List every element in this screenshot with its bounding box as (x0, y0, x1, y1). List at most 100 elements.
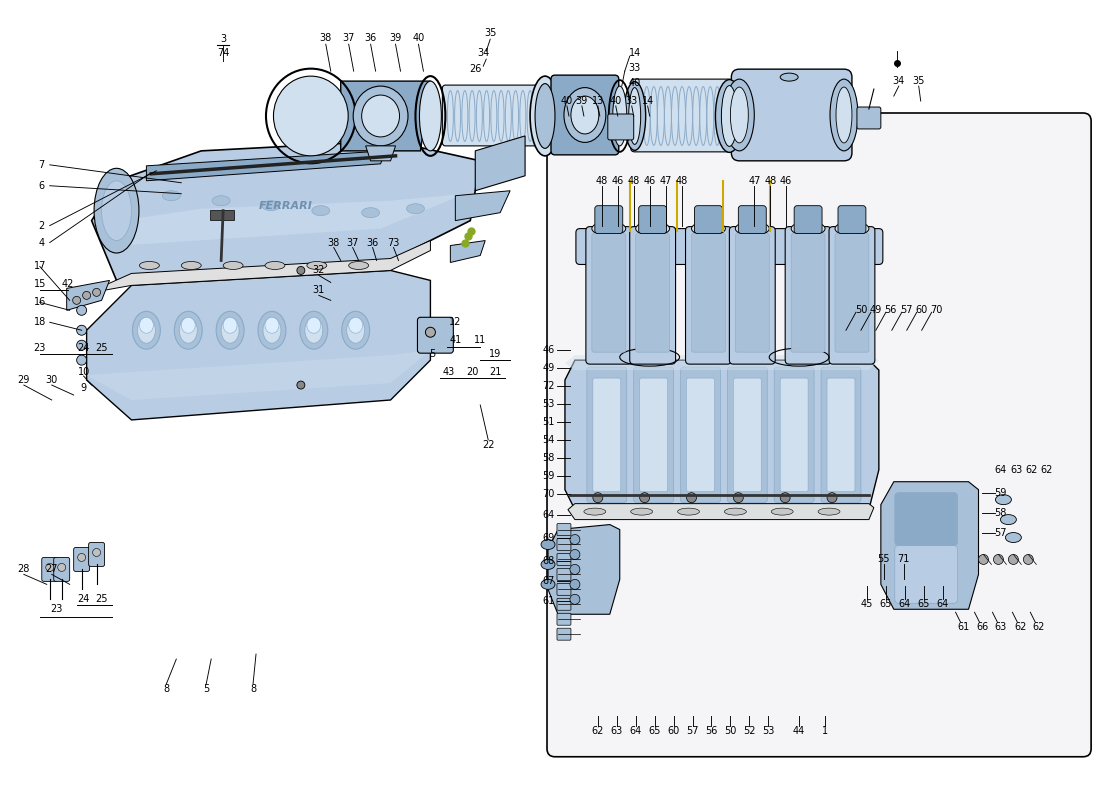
Text: 48: 48 (675, 176, 688, 186)
FancyBboxPatch shape (557, 598, 571, 610)
Ellipse shape (349, 262, 368, 270)
Ellipse shape (771, 508, 793, 515)
FancyBboxPatch shape (686, 378, 714, 492)
Text: 14: 14 (628, 48, 641, 58)
Circle shape (77, 306, 87, 315)
Text: 64: 64 (994, 465, 1006, 474)
Text: 23: 23 (51, 604, 63, 614)
Ellipse shape (353, 86, 408, 146)
Text: 40: 40 (412, 34, 425, 43)
Text: 42: 42 (62, 279, 74, 290)
FancyBboxPatch shape (694, 206, 723, 234)
Text: 61: 61 (542, 596, 556, 606)
FancyBboxPatch shape (894, 493, 958, 546)
Ellipse shape (217, 311, 244, 349)
Text: 14: 14 (641, 96, 653, 106)
Ellipse shape (349, 318, 363, 334)
FancyBboxPatch shape (732, 69, 851, 161)
Ellipse shape (362, 208, 380, 218)
Text: 65: 65 (880, 599, 892, 610)
FancyBboxPatch shape (821, 367, 861, 502)
Ellipse shape (174, 311, 202, 349)
Circle shape (297, 266, 305, 274)
Ellipse shape (541, 559, 556, 570)
Circle shape (827, 493, 837, 502)
Text: 39: 39 (575, 96, 589, 106)
Text: GS: GS (739, 126, 1038, 314)
Text: 62: 62 (1041, 465, 1053, 474)
Text: 23: 23 (34, 343, 46, 353)
Text: 63: 63 (610, 726, 623, 736)
FancyBboxPatch shape (727, 367, 767, 502)
Ellipse shape (223, 262, 243, 270)
Text: 9: 9 (80, 383, 87, 393)
Text: 53: 53 (762, 726, 774, 736)
FancyBboxPatch shape (54, 558, 69, 582)
FancyBboxPatch shape (42, 558, 57, 582)
Circle shape (78, 554, 86, 562)
Text: 57: 57 (686, 726, 698, 736)
Text: 16: 16 (34, 298, 46, 307)
FancyBboxPatch shape (593, 378, 620, 492)
FancyBboxPatch shape (551, 75, 619, 155)
Circle shape (77, 340, 87, 350)
Circle shape (1023, 554, 1033, 565)
Text: 18: 18 (34, 318, 46, 327)
Polygon shape (87, 350, 430, 400)
Text: 53: 53 (542, 399, 556, 409)
Ellipse shape (223, 318, 238, 334)
Text: 40: 40 (561, 96, 573, 106)
Ellipse shape (592, 222, 626, 235)
Text: 46: 46 (644, 176, 656, 186)
Text: 49: 49 (870, 306, 882, 315)
Ellipse shape (95, 168, 139, 253)
Text: 5: 5 (429, 349, 436, 359)
Text: a passion
for parts: a passion for parts (610, 325, 848, 514)
Circle shape (73, 296, 80, 304)
Circle shape (979, 554, 989, 565)
Polygon shape (455, 190, 510, 221)
Polygon shape (146, 151, 386, 181)
Text: 39: 39 (389, 34, 402, 43)
Ellipse shape (736, 222, 769, 235)
Ellipse shape (584, 508, 606, 515)
Text: 7: 7 (39, 160, 45, 170)
FancyBboxPatch shape (418, 318, 453, 353)
Text: 62: 62 (1025, 465, 1037, 474)
FancyBboxPatch shape (857, 107, 881, 129)
Polygon shape (87, 241, 430, 294)
Circle shape (46, 563, 54, 571)
Text: 44: 44 (793, 726, 805, 736)
Text: 21: 21 (490, 367, 502, 377)
Text: 65: 65 (648, 726, 661, 736)
FancyBboxPatch shape (774, 367, 814, 502)
Text: 69: 69 (542, 533, 556, 542)
Text: 64: 64 (629, 726, 641, 736)
FancyBboxPatch shape (442, 85, 538, 146)
Ellipse shape (138, 318, 155, 343)
Ellipse shape (836, 87, 851, 143)
Circle shape (993, 554, 1003, 565)
Ellipse shape (830, 79, 858, 151)
Text: 67: 67 (542, 576, 556, 586)
Polygon shape (475, 136, 525, 190)
FancyBboxPatch shape (835, 234, 869, 352)
Text: 37: 37 (342, 34, 355, 43)
Circle shape (780, 493, 790, 502)
Text: 45: 45 (860, 599, 873, 610)
Ellipse shape (132, 311, 161, 349)
Text: 46: 46 (542, 345, 556, 355)
Ellipse shape (530, 76, 560, 156)
Ellipse shape (692, 222, 725, 235)
FancyBboxPatch shape (681, 367, 720, 502)
Text: 56: 56 (705, 726, 717, 736)
Text: 36: 36 (366, 238, 378, 247)
Text: 2: 2 (39, 221, 45, 230)
FancyBboxPatch shape (734, 378, 761, 492)
Ellipse shape (571, 96, 598, 134)
Text: 71: 71 (898, 554, 910, 565)
Ellipse shape (613, 86, 627, 146)
Text: 52: 52 (744, 726, 756, 736)
Polygon shape (121, 194, 465, 246)
Text: 26: 26 (469, 64, 482, 74)
